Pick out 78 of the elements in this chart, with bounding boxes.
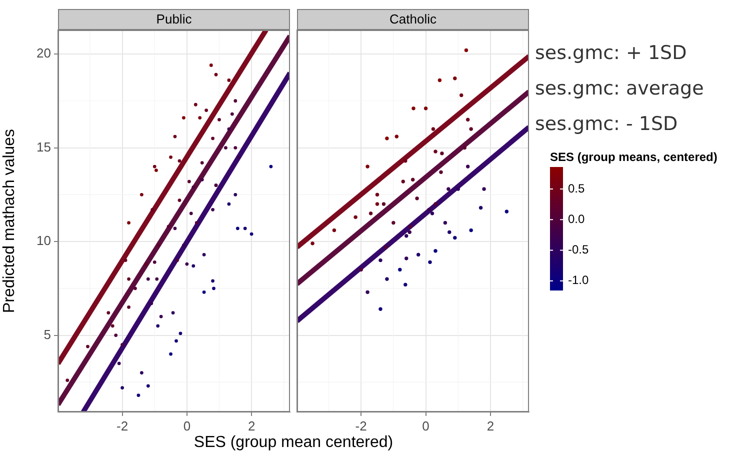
- point: [382, 202, 386, 206]
- chart-title: Public: [156, 12, 192, 27]
- point: [434, 202, 438, 206]
- point: [453, 76, 457, 80]
- x-tick-label: 0: [422, 418, 430, 434]
- point: [385, 277, 389, 281]
- point: [438, 78, 442, 82]
- point: [375, 202, 380, 206]
- point: [440, 151, 444, 156]
- point: [430, 212, 434, 216]
- point: [428, 260, 432, 264]
- point: [368, 212, 373, 216]
- point: [359, 268, 363, 272]
- point: [459, 93, 464, 98]
- point: [443, 220, 448, 225]
- point: [310, 242, 314, 246]
- point: [412, 106, 416, 110]
- point: [410, 178, 415, 182]
- point: [403, 158, 408, 163]
- color-bar-label: -1.0: [568, 273, 590, 288]
- point: [394, 134, 399, 138]
- x-tick-label: -2: [355, 418, 367, 434]
- point: [439, 170, 443, 174]
- color-bar-label: 0.5: [568, 181, 586, 196]
- point: [398, 268, 402, 272]
- point: [446, 187, 450, 191]
- point: [408, 230, 412, 234]
- point: [427, 208, 431, 212]
- point: [404, 256, 408, 260]
- x-axis-title: SES (group mean centered): [192, 434, 394, 452]
- point: [464, 48, 468, 52]
- point: [366, 164, 370, 168]
- point: [378, 258, 382, 262]
- series-label: ses.gmc: - 1SD: [535, 113, 678, 136]
- color-bar-title: SES (group means, centered): [550, 150, 718, 164]
- point: [469, 127, 473, 131]
- y-tick-label: 10: [36, 233, 51, 248]
- point: [482, 187, 486, 191]
- point: [375, 192, 380, 197]
- series-label: ses.gmc: average: [535, 78, 704, 100]
- point: [466, 118, 470, 122]
- point: [431, 127, 436, 131]
- x-tick-label: 2: [486, 418, 494, 434]
- point: [366, 290, 370, 294]
- point: [401, 180, 406, 184]
- point: [415, 196, 419, 200]
- point: [456, 187, 460, 191]
- color-bar-label: -0.5: [568, 242, 590, 257]
- point: [466, 164, 470, 168]
- point: [416, 252, 420, 257]
- point: [434, 150, 438, 154]
- point: [408, 224, 412, 228]
- y-tick-label: 15: [36, 139, 51, 154]
- point: [424, 106, 428, 110]
- point: [354, 215, 358, 220]
- point: [478, 206, 483, 210]
- series-label: ses.gmc: + 1SD: [535, 42, 687, 64]
- chart-title: Catholic: [390, 12, 437, 27]
- point: [434, 249, 438, 253]
- y-axis-title: Predicted mathach values: [1, 128, 18, 314]
- point: [392, 220, 396, 225]
- point: [378, 307, 382, 311]
- y-tick-label: 20: [36, 46, 51, 61]
- point: [448, 230, 452, 234]
- point: [384, 245, 388, 250]
- point: [462, 146, 467, 150]
- x-tick-label: -2: [116, 418, 128, 434]
- point: [385, 136, 389, 140]
- point: [403, 282, 408, 287]
- point: [504, 210, 509, 214]
- point: [469, 228, 473, 232]
- point: [332, 228, 336, 232]
- color-bar-label: 0.0: [568, 212, 586, 226]
- point: [453, 236, 457, 240]
- y-tick-label: 5: [44, 326, 51, 342]
- x-tick-label: 2: [248, 418, 256, 434]
- point: [404, 234, 408, 238]
- x-tick-label: 0: [183, 418, 191, 434]
